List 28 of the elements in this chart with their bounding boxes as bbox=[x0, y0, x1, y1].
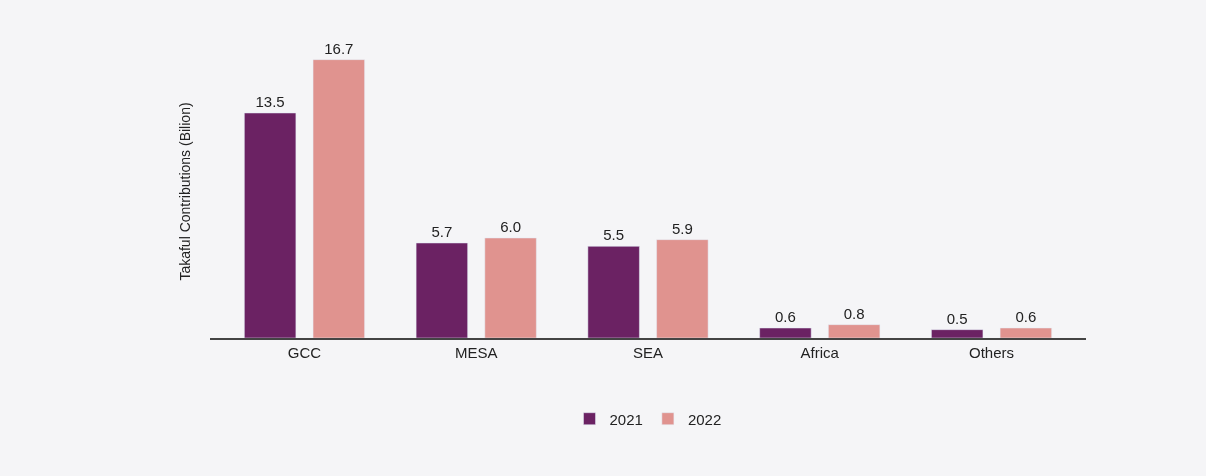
bar bbox=[587, 246, 640, 338]
y-axis-title: Takaful Contributions (Bilion) bbox=[176, 102, 193, 281]
data-label: 5.5 bbox=[603, 226, 625, 244]
bar bbox=[828, 324, 881, 338]
legend-label: 2022 bbox=[687, 410, 722, 428]
data-label: 0.5 bbox=[946, 309, 968, 327]
bar bbox=[415, 242, 468, 338]
x-tick-label: MESA bbox=[454, 343, 498, 361]
bar bbox=[999, 327, 1052, 338]
data-label: 5.7 bbox=[431, 222, 453, 240]
x-tick-label: Africa bbox=[800, 343, 840, 361]
bar bbox=[484, 237, 537, 338]
legend-label: 2021 bbox=[609, 410, 643, 428]
bar bbox=[656, 239, 709, 338]
data-label: 5.9 bbox=[671, 219, 693, 237]
data-label: 6.0 bbox=[500, 217, 522, 235]
bar bbox=[244, 112, 297, 338]
bar bbox=[759, 327, 812, 338]
data-label: 0.6 bbox=[1015, 308, 1037, 325]
bar bbox=[312, 59, 365, 338]
x-tick-label: Others bbox=[969, 343, 1015, 361]
data-label: 16.7 bbox=[324, 39, 354, 57]
x-tick-label: SEA bbox=[632, 343, 664, 361]
bar bbox=[931, 329, 984, 338]
x-tick-label: GCC bbox=[287, 343, 322, 361]
data-label: 13.5 bbox=[255, 92, 285, 110]
data-label: 0.8 bbox=[843, 304, 865, 322]
data-label: 0.6 bbox=[774, 308, 796, 325]
